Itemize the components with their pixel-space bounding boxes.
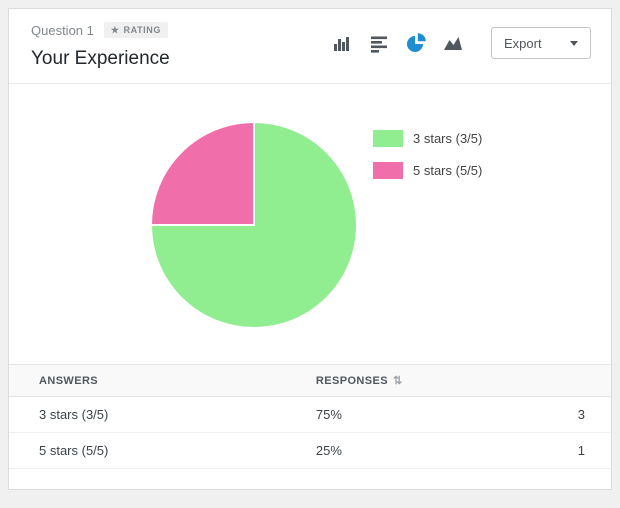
rating-badge-label: RATING [123,25,161,35]
percent-cell: 75% [285,396,545,433]
question-results-card: Question 1 ★ RATING Your Experience [8,8,612,490]
table-row: 5 stars (5/5) 25% 1 [9,432,611,469]
chart-legend: 3 stars (3/5) 5 stars (5/5) [373,120,482,179]
chevron-down-icon [570,40,578,46]
question-title: Your Experience [31,48,170,69]
card-header: Question 1 ★ RATING Your Experience [9,9,611,84]
export-button[interactable]: Export [491,27,591,59]
legend-label: 5 stars (5/5) [413,163,483,178]
summary-stats: 4 Answered 0 Skipped 3.5 Average [9,469,611,489]
sort-icon[interactable]: ⇅ [392,375,403,387]
legend-swatch [373,162,403,179]
answers-column-header: ANSWERS [9,364,286,397]
legend-item: 3 stars (3/5) [373,130,482,147]
export-button-label: Export [504,35,542,51]
chart-toolbar: Export [327,27,591,59]
table-row: 3 stars (3/5) 75% 3 [9,396,611,433]
rating-badge: ★ RATING [103,22,168,38]
legend-item: 5 stars (5/5) [373,162,482,179]
area-chart-icon [442,33,464,53]
chart-type-bar-button[interactable] [327,28,357,58]
pie-chart-icon [405,32,427,54]
responses-header-label: RESPONSES [315,375,388,387]
bar-chart-icon [332,33,352,53]
legend-swatch [373,130,403,147]
answer-cell: 3 stars (3/5) [9,396,286,433]
answer-cell: 5 stars (5/5) [9,432,286,469]
chart-type-pie-button[interactable] [401,28,431,58]
responses-column-header[interactable]: RESPONSES ⇅ [285,364,545,397]
count-cell: 3 [544,396,611,433]
chart-type-rows-button[interactable] [364,28,394,58]
chart-area: 3 stars (3/5) 5 stars (5/5) [9,84,611,364]
count-column-header [544,364,611,397]
star-icon: ★ [110,24,120,35]
question-label: Question 1 [31,22,94,38]
pie-chart [149,120,359,330]
question-row: Question 1 ★ RATING [31,22,170,38]
table-header-row: ANSWERS RESPONSES ⇅ [9,364,611,397]
horizontal-bars-icon [369,33,389,53]
results-table: ANSWERS RESPONSES ⇅ 3 stars (3/5) 75% 3 5… [9,364,611,469]
header-left: Question 1 ★ RATING Your Experience [31,22,170,70]
chart-type-area-button[interactable] [438,28,468,58]
count-cell: 1 [544,432,611,469]
percent-cell: 25% [285,432,545,469]
legend-label: 3 stars (3/5) [413,131,483,146]
